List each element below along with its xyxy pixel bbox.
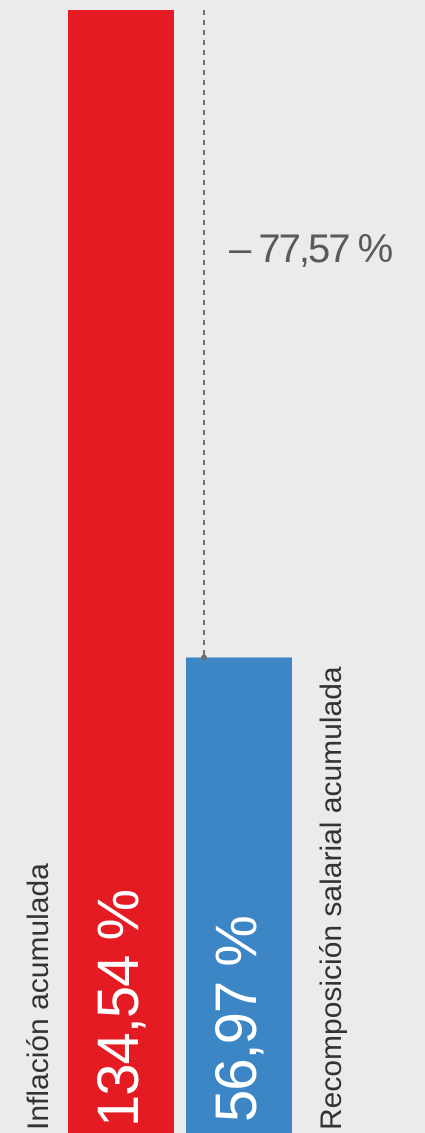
category-label-inflacion: Inflación acumulada xyxy=(22,863,55,1130)
value-label-recomposicion: 56,97 % xyxy=(204,916,269,1122)
difference-label: – 77,57 % xyxy=(229,227,393,271)
bar-recomposicion xyxy=(186,657,292,1133)
difference-line-end xyxy=(201,654,207,661)
bar-inflacion xyxy=(68,10,174,1133)
category-label-recomposicion: Recomposición salarial acumulada xyxy=(315,666,348,1130)
value-label-inflacion: 134,54 % xyxy=(86,890,151,1127)
